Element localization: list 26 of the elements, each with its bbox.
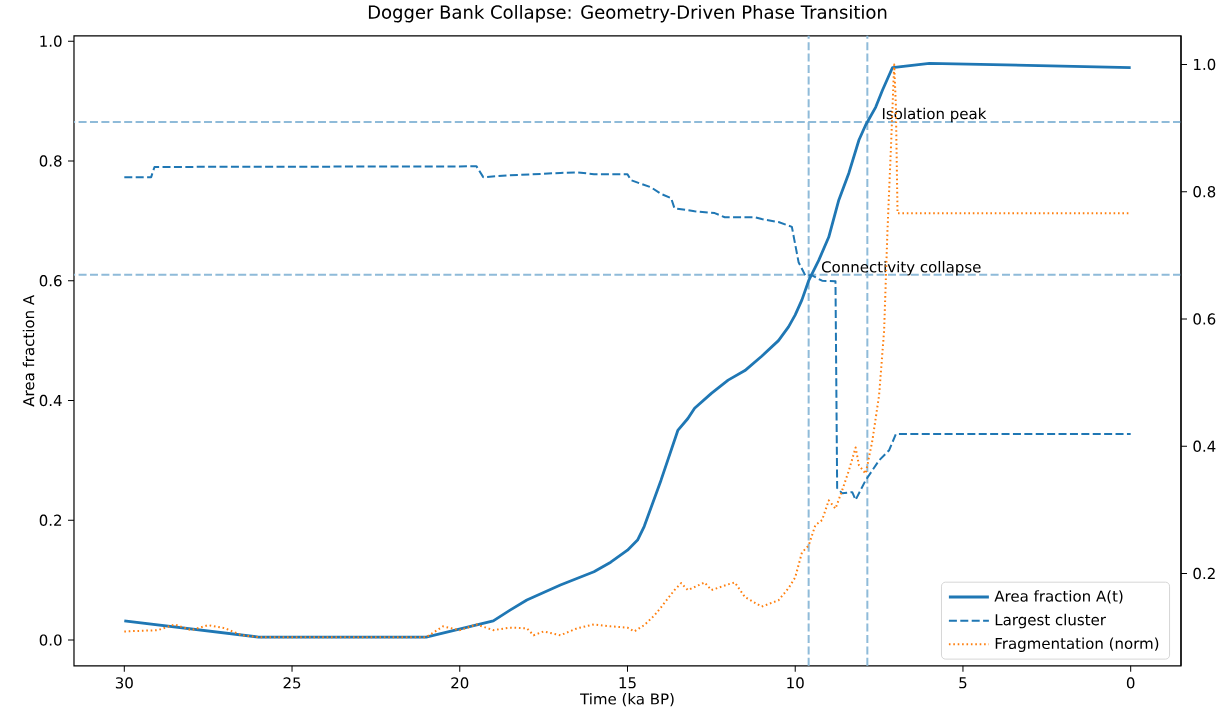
x-tick-label: 25 — [283, 677, 301, 689]
x-tick-label: 5 — [959, 677, 967, 689]
y-axis-title: Area fraction A — [22, 295, 35, 407]
y-tick-label: 0.6 — [39, 275, 62, 287]
y-tick-label: 0.2 — [39, 514, 62, 527]
y2-tick-label: 0.6 — [1193, 313, 1216, 325]
x-axis-title: Time (ka BP) — [580, 693, 674, 707]
y-tick-label: 0.4 — [39, 394, 62, 407]
x-tick-label: 20 — [451, 677, 469, 689]
legend-label: Fragmentation (norm) — [995, 637, 1159, 653]
annotation: Connectivity collapse — [821, 261, 981, 276]
x-tick-label: 30 — [115, 677, 133, 689]
x-tick-label: 0 — [1126, 677, 1135, 689]
y-tick-label: 1.0 — [40, 35, 62, 47]
annotation: Isolation peak — [882, 107, 987, 123]
y2-tick-label: 0.8 — [1193, 186, 1216, 198]
x-tick-label: 10 — [787, 677, 804, 689]
y2-tick-label: 0.2 — [1193, 567, 1215, 580]
x-tick-label: 15 — [619, 677, 636, 689]
legend-label: Largest cluster — [995, 613, 1106, 629]
y2-tick-label: 1.0 — [1194, 58, 1216, 71]
legend-label: Area fraction A(t) — [994, 590, 1123, 604]
y-tick-label: 0.0 — [39, 634, 62, 646]
chart-title: Dogger Bank Collapse: Geometry-Driven Phase Transition — [368, 5, 887, 23]
y2-tick-label: 0.4 — [1193, 440, 1216, 453]
y-tick-label: 0.8 — [39, 155, 62, 167]
